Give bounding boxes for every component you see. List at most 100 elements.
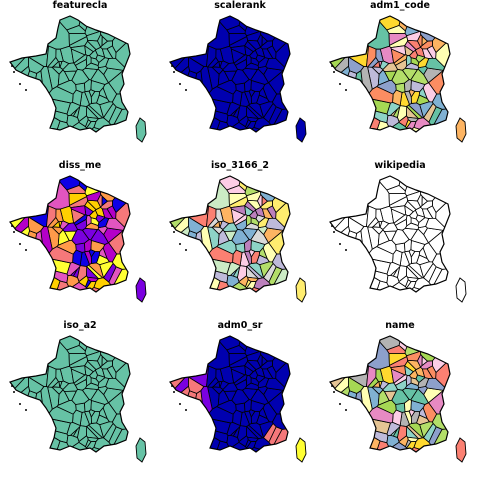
- island-dot: [185, 249, 187, 251]
- department-region: [170, 105, 221, 132]
- department-region: [66, 25, 86, 34]
- department-region: [379, 220, 390, 231]
- department-region: [261, 355, 269, 367]
- department-region: [421, 355, 429, 367]
- panel-title: scalerank: [214, 0, 266, 11]
- department-region: [215, 208, 224, 223]
- department-regions: [170, 336, 290, 452]
- island-dot: [25, 89, 27, 91]
- department-region: [431, 92, 450, 110]
- france-map: [329, 175, 467, 303]
- department-region: [170, 265, 221, 292]
- department-region: [211, 226, 224, 235]
- map-panel-scalerank: scalerank: [160, 0, 320, 160]
- france-outline: [329, 175, 451, 293]
- france-outline: [169, 15, 291, 133]
- department-region: [417, 217, 430, 229]
- department-region: [98, 87, 108, 100]
- department-region: [59, 60, 70, 71]
- panel-title: adm1_code: [370, 0, 430, 11]
- department-region: [406, 350, 422, 362]
- corsica-region: [295, 277, 307, 303]
- france-map: [169, 175, 307, 303]
- department-region: [246, 350, 262, 362]
- france-map: [169, 15, 307, 143]
- department-region: [66, 345, 86, 354]
- department-region: [10, 105, 61, 132]
- department-region: [231, 388, 250, 405]
- department-region: [99, 101, 114, 119]
- department-region: [244, 446, 290, 452]
- department-region: [386, 345, 406, 354]
- department-region: [404, 126, 450, 132]
- department-regions: [10, 336, 130, 452]
- island-dot: [19, 83, 21, 85]
- department-region: [421, 35, 429, 47]
- department-region: [70, 45, 87, 56]
- department-region: [55, 368, 64, 383]
- france-outline: [329, 335, 451, 453]
- department-region: [219, 220, 230, 231]
- department-region: [99, 421, 114, 439]
- department-region: [257, 57, 270, 69]
- department-region: [386, 25, 406, 34]
- department-regions: [330, 176, 450, 292]
- department-region: [375, 368, 384, 383]
- map-panel-iso_3166_2: iso_3166_2: [160, 160, 320, 320]
- department-region: [86, 350, 102, 362]
- island-dot: [345, 89, 347, 91]
- department-region: [10, 425, 61, 452]
- map-panel-diss_me: diss_me: [0, 160, 160, 320]
- department-regions: [10, 16, 130, 132]
- island-dot: [11, 225, 13, 227]
- department-region: [271, 92, 290, 110]
- department-region: [404, 446, 450, 452]
- department-region: [111, 252, 130, 270]
- department-region: [390, 365, 407, 376]
- france-outline: [329, 15, 451, 133]
- department-region: [271, 252, 290, 270]
- france-outline: [9, 335, 131, 453]
- department-region: [211, 66, 224, 75]
- island-dot: [19, 243, 21, 245]
- island-dot: [25, 249, 27, 251]
- department-region: [226, 25, 246, 34]
- island-dot: [333, 391, 335, 393]
- island-dot: [19, 403, 21, 405]
- department-region: [421, 195, 429, 207]
- department-region: [97, 377, 110, 389]
- department-region: [386, 185, 406, 194]
- department-region: [419, 261, 434, 279]
- map-panel-iso_a2: iso_a2: [0, 320, 160, 480]
- department-region: [248, 369, 258, 380]
- department-region: [66, 185, 86, 194]
- department-region: [257, 377, 270, 389]
- france-outline: [169, 175, 291, 293]
- france-outline: [9, 15, 131, 133]
- island-dot: [179, 403, 181, 405]
- island-dot: [185, 89, 187, 91]
- department-region: [98, 247, 108, 260]
- department-region: [51, 226, 64, 235]
- department-region: [379, 380, 390, 391]
- department-region: [406, 30, 422, 42]
- department-regions: [330, 336, 450, 452]
- island-dot: [171, 225, 173, 227]
- department-region: [417, 377, 430, 389]
- department-region: [431, 412, 450, 430]
- map-panel-name: name: [320, 320, 480, 480]
- department-region: [375, 208, 384, 223]
- panel-title: diss_me: [58, 160, 102, 171]
- department-region: [88, 49, 98, 60]
- department-region: [419, 101, 434, 119]
- island-dot: [173, 231, 175, 233]
- department-region: [408, 369, 418, 380]
- panel-title: wikipedia: [374, 160, 426, 171]
- corsica-region: [135, 277, 147, 303]
- department-region: [71, 68, 90, 85]
- department-region: [408, 49, 418, 60]
- department-region: [259, 421, 274, 439]
- department-region: [371, 226, 384, 235]
- island-dot: [333, 71, 335, 73]
- island-dot: [333, 231, 335, 233]
